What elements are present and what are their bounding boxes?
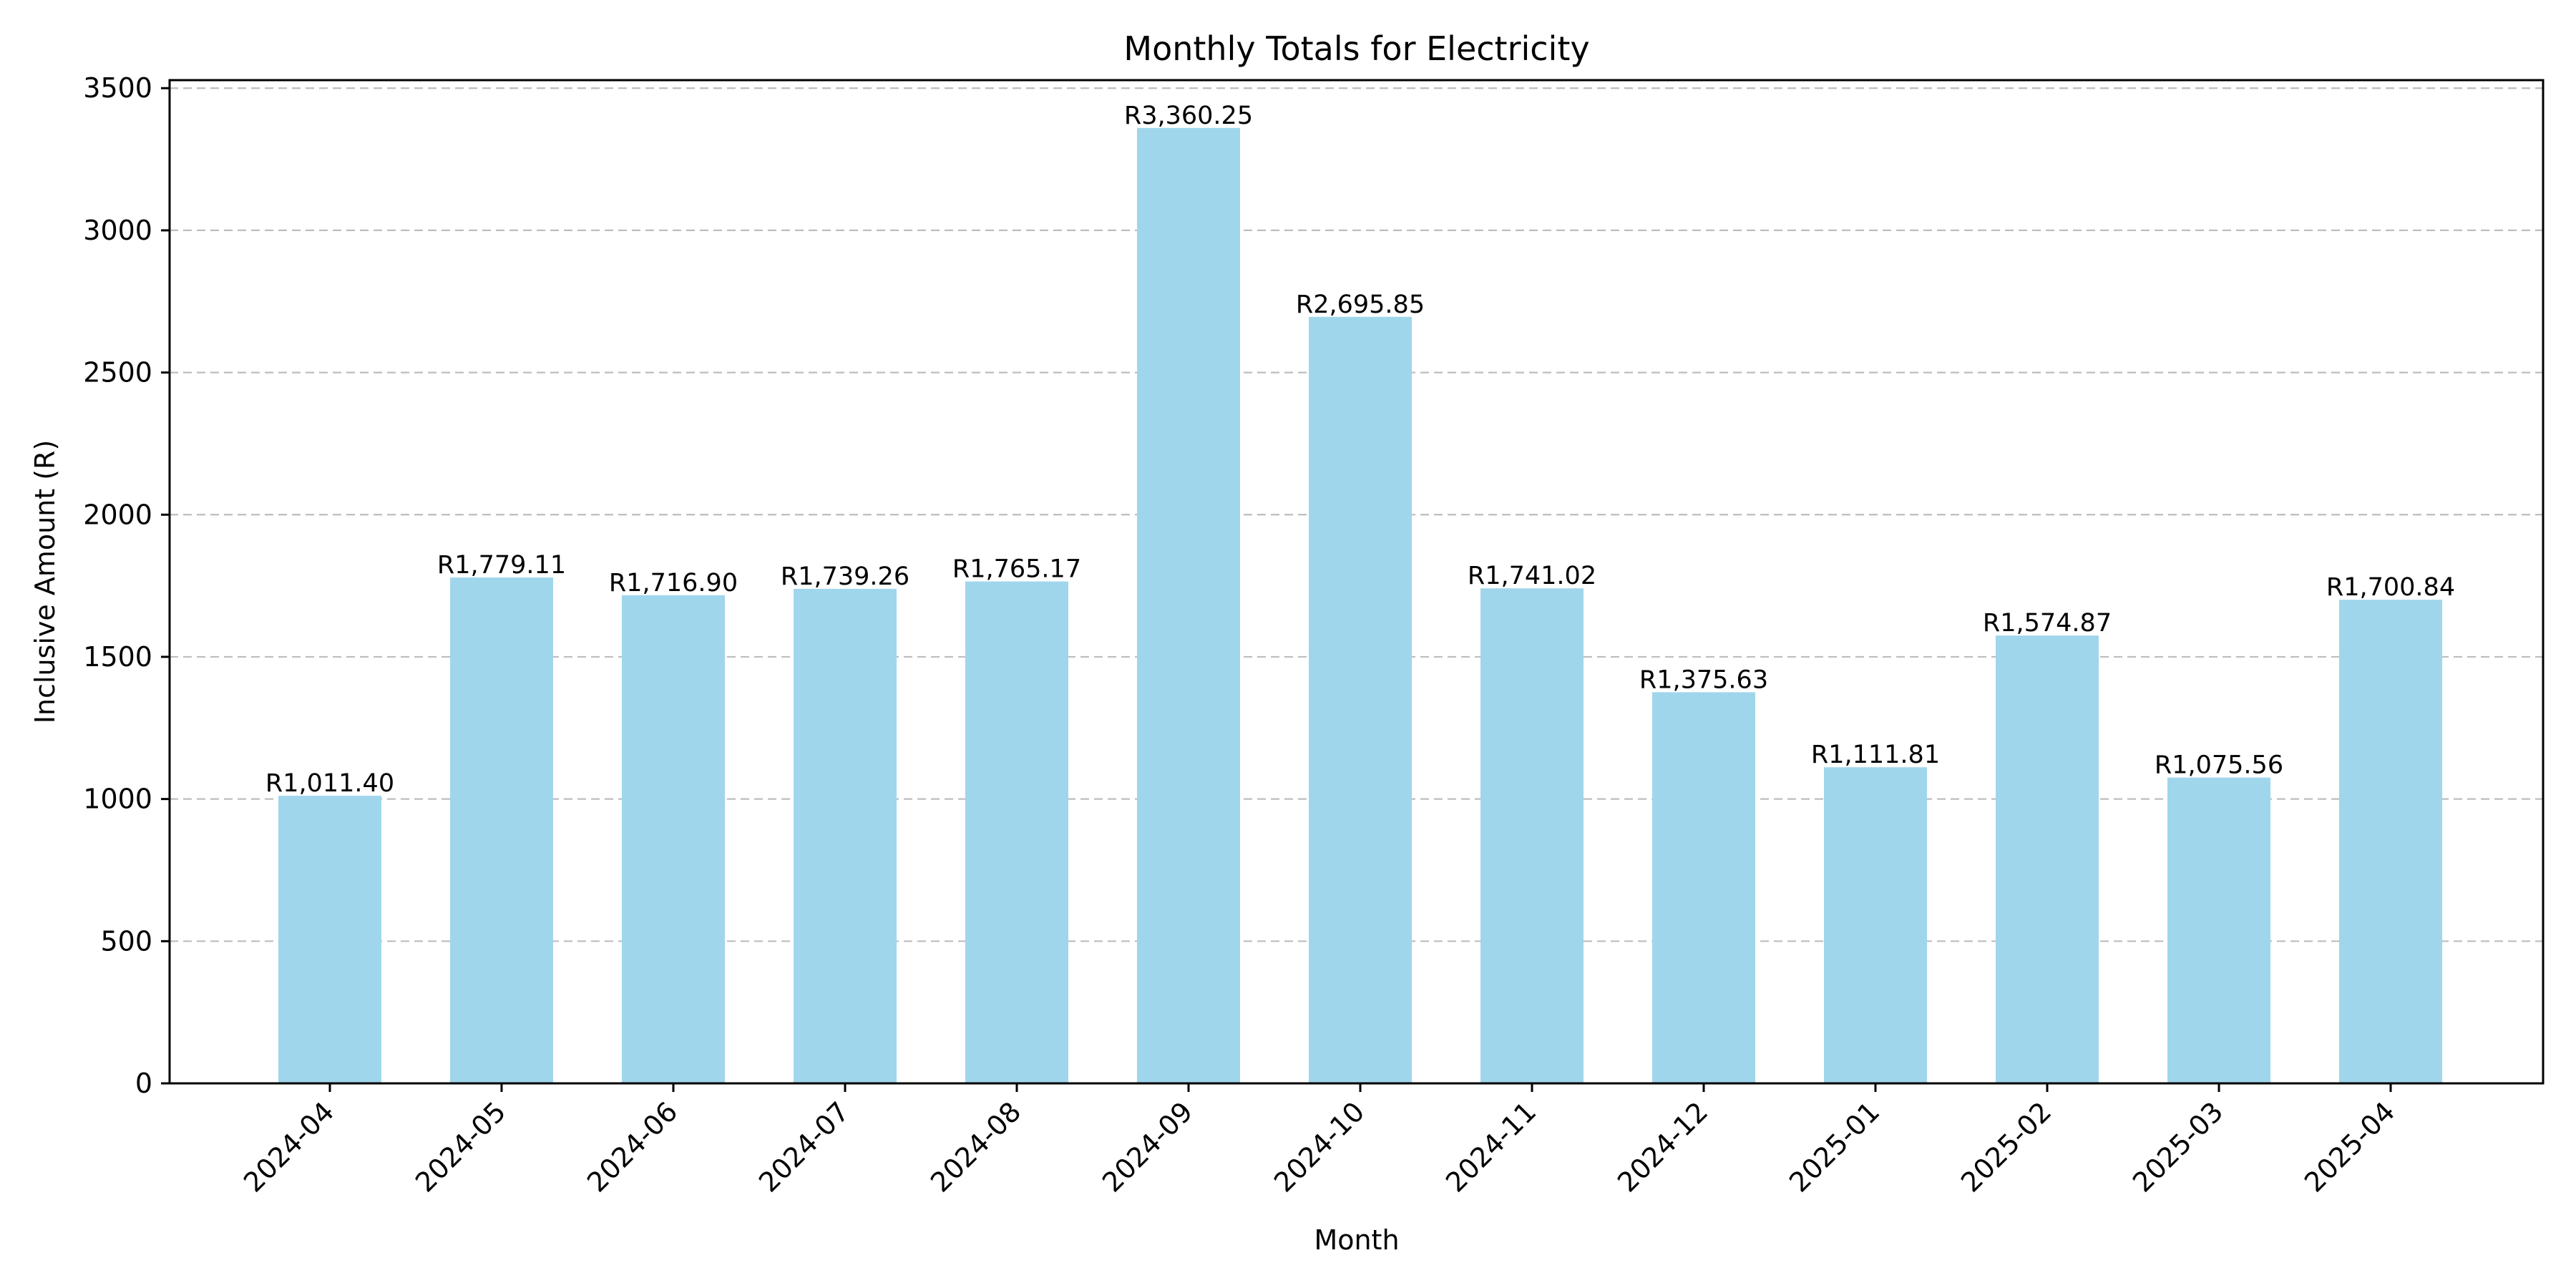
x-tick-label: 2025-01 (1783, 1096, 1885, 1198)
bar-value-label: R1,574.87 (1983, 609, 2112, 638)
chart-title: Monthly Totals for Electricity (1123, 29, 1589, 68)
x-tick-label: 2024-11 (1440, 1096, 1542, 1198)
x-tick-label: 2025-04 (2298, 1096, 2401, 1198)
x-tick-label: 2025-03 (2127, 1096, 2229, 1198)
y-tick-label: 500 (100, 925, 152, 957)
bar (622, 595, 725, 1083)
y-axis-title: Inclusive Amount (R) (29, 440, 61, 724)
bar (278, 796, 381, 1083)
bar-value-label: R1,779.11 (437, 551, 566, 580)
bar (2339, 600, 2442, 1083)
bar (1137, 127, 1240, 1083)
bars (278, 127, 2442, 1084)
plot-area-frame (168, 79, 2545, 1085)
x-tick-label: 2024-04 (238, 1096, 340, 1198)
bar (965, 581, 1068, 1083)
bar (794, 588, 897, 1083)
x-tick-label: 2024-07 (753, 1096, 855, 1198)
x-axis-ticks: 2024-04 2024-05 2024-06 2024-07 2024-08 2024-… (238, 1083, 2401, 1199)
y-tick-label: 2000 (83, 499, 152, 530)
x-tick-label: 2025-02 (1955, 1096, 2057, 1198)
x-tick-label: 2024-05 (409, 1096, 512, 1198)
y-axis-ticks: 0 500 1000 1500 2000 2500 3000 3500 (83, 72, 170, 1099)
bar (1309, 316, 1412, 1084)
y-tick-label: 2500 (83, 357, 152, 389)
bar-value-label: R1,011.40 (265, 769, 394, 798)
bar-value-label: R1,111.81 (1811, 741, 1940, 769)
bar (1824, 767, 1927, 1083)
x-tick-label: 2024-06 (581, 1096, 683, 1198)
bar-value-label: R1,765.17 (952, 555, 1081, 584)
bar (1480, 588, 1584, 1083)
y-tick-label: 0 (135, 1068, 152, 1099)
x-tick-label: 2024-12 (1611, 1096, 1714, 1198)
bar-value-label: R1,375.63 (1639, 665, 1768, 694)
bar-value-label: R1,716.90 (609, 569, 738, 597)
x-axis-title: Month (1314, 1224, 1399, 1256)
x-tick-label: 2024-08 (924, 1096, 1027, 1198)
y-tick-label: 1000 (83, 784, 152, 815)
bar-value-labels: R1,011.40 R1,779.11 R1,716.90 R1,739.26 R1,7… (265, 102, 2455, 798)
bar-value-label: R1,739.26 (781, 562, 909, 591)
bar (450, 577, 553, 1083)
y-tick-label: 1500 (83, 641, 152, 673)
x-tick-label: 2024-10 (1268, 1096, 1370, 1198)
y-tick-label: 3000 (83, 215, 152, 246)
bar (1652, 692, 1755, 1083)
bar-value-label: R2,695.85 (1296, 291, 1425, 319)
bar-value-label: R1,741.02 (1468, 562, 1596, 590)
x-tick-label: 2024-09 (1096, 1096, 1199, 1198)
bar-value-label: R3,360.25 (1124, 102, 1253, 130)
y-tick-label: 3500 (83, 72, 152, 104)
bar-value-label: R1,700.84 (2326, 573, 2455, 602)
bar (2167, 777, 2270, 1083)
bar-value-label: R1,075.56 (2155, 751, 2283, 780)
bar (1996, 635, 2099, 1083)
